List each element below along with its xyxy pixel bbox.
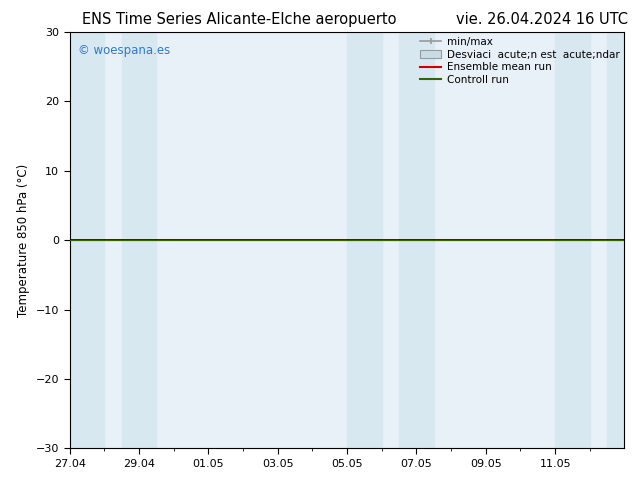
Bar xyxy=(122,32,157,448)
Text: vie. 26.04.2024 16 UTC: vie. 26.04.2024 16 UTC xyxy=(456,12,628,27)
Bar xyxy=(70,32,105,448)
Y-axis label: Temperature 850 hPa (°C): Temperature 850 hPa (°C) xyxy=(17,164,30,317)
Bar xyxy=(607,32,624,448)
Bar xyxy=(347,32,382,448)
Bar xyxy=(399,32,434,448)
Bar xyxy=(555,32,590,448)
Text: ENS Time Series Alicante-Elche aeropuerto: ENS Time Series Alicante-Elche aeropuert… xyxy=(82,12,397,27)
Legend: min/max, Desviaci  acute;n est  acute;ndar, Ensemble mean run, Controll run: min/max, Desviaci acute;n est acute;ndar… xyxy=(418,35,621,87)
Text: © woespana.es: © woespana.es xyxy=(78,44,171,57)
